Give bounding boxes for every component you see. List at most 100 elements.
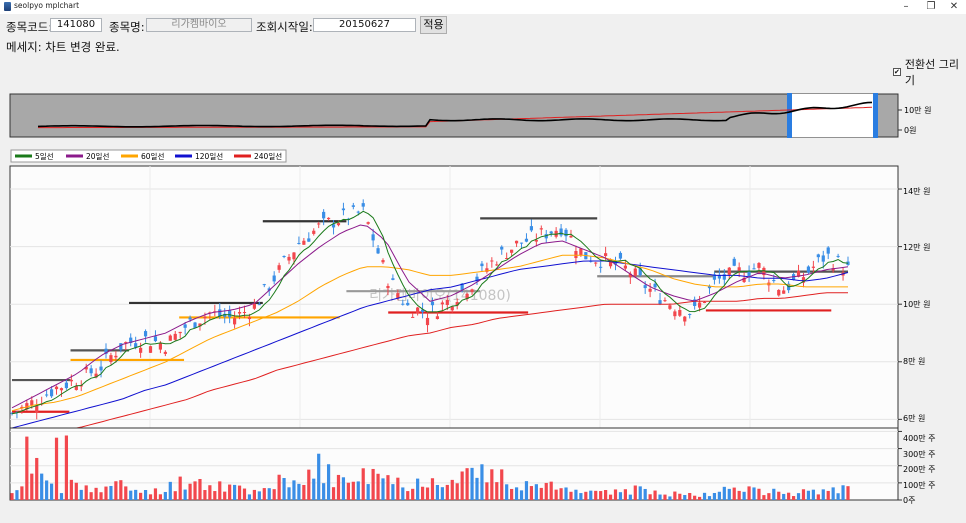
candle-body [564,229,568,237]
candle-body [727,267,731,275]
candle-body [762,267,766,276]
volume-bar [643,488,647,500]
candle-body [391,278,395,280]
volume-bar [99,492,103,500]
volume-bar [396,477,400,500]
volume-bar [500,469,504,500]
overview-right-handle[interactable] [873,93,878,138]
volume-bar [450,479,454,500]
title-bar: seolpyo mplchart – ❐ ✕ [0,0,966,14]
volume-bar [579,493,583,500]
candle-body [406,302,410,306]
overview-selection[interactable] [790,94,876,137]
volume-bar [193,481,197,500]
volume-bar [168,481,172,500]
volume-bar [302,484,306,500]
candle-body [722,274,726,280]
candle-body [742,277,746,283]
candle-body [242,312,247,314]
volume-bar [178,476,182,500]
candle-body [198,323,202,327]
candle-body [623,265,627,269]
candle-body [752,268,756,270]
volume-bar [45,480,49,500]
candle-body [94,373,98,378]
start-date-input[interactable]: 20150627 [313,18,416,32]
apply-button[interactable]: 적용 [420,16,447,34]
candle-body [688,313,692,315]
volume-bar [574,489,578,500]
volume-bar [836,493,840,500]
close-button[interactable]: ✕ [949,1,959,12]
candle-body [148,346,153,353]
volume-bar [554,489,558,500]
candle-body [129,337,133,343]
volume-bar [495,482,499,500]
candle-body [604,253,608,256]
price-tick-label: 10만 원 [903,300,930,309]
candle-body [69,379,73,382]
candle-body [341,208,346,211]
volume-bar [569,491,573,500]
volume-bar [717,491,721,500]
volume-bar [366,484,370,500]
volume-bar [188,483,192,500]
candle-body [524,238,529,242]
candle-body [173,333,177,340]
checkbox-icon[interactable]: ✔ [893,68,901,76]
volume-bar [430,478,435,500]
volume-bar [208,485,212,500]
window-title: seolpyo mplchart [14,1,80,10]
candle-body [262,284,266,286]
volume-bar [346,482,350,500]
candle-body [143,331,148,337]
volume-bar [15,490,19,500]
volume-panel[interactable] [9,427,899,501]
volume-bar [806,490,811,500]
volume-bar [25,436,29,500]
volume-bar [653,490,657,500]
volume-bar [356,481,360,500]
volume-bar [796,493,801,500]
volume-bar [702,492,707,500]
candle-body [153,336,158,342]
volume-bar [549,481,553,500]
volume-bar [787,492,791,500]
volume-bar [440,487,444,500]
candle-body [252,303,256,309]
volume-bar [416,478,420,500]
volume-bar [658,494,662,500]
candle-body [569,235,573,238]
candle-body [653,283,657,288]
volume-bar [826,490,830,500]
volume-bar [638,486,642,500]
volume-bar [277,474,281,500]
volume-bar [618,492,623,500]
candle-body [455,302,459,306]
volume-bar [49,483,54,500]
candle-body [361,203,365,207]
candle-body [806,266,811,273]
legend-60d: 60일선 [141,152,164,161]
volume-bar [831,487,835,500]
candle-body [831,268,835,271]
overview-panel[interactable] [9,93,899,138]
volume-bar [663,494,667,500]
stock-code-input[interactable]: 141080 [50,18,102,32]
overview-left-handle[interactable] [787,93,792,138]
maximize-button[interactable]: ❐ [926,1,936,12]
candle-body [534,239,538,242]
candle-body [30,400,34,406]
candle-body [811,266,815,268]
candle-body [470,289,474,292]
conversion-line-toggle[interactable]: ✔ 전환선 그리기 [893,56,966,88]
minimize-button[interactable]: – [903,1,909,12]
volume-bar [782,493,786,500]
ma20-line [11,224,849,409]
volume-bar [737,490,741,500]
ma5-line [11,210,849,415]
volume-bar [762,495,766,500]
volume-bar [559,488,563,500]
candle-body [544,234,548,239]
